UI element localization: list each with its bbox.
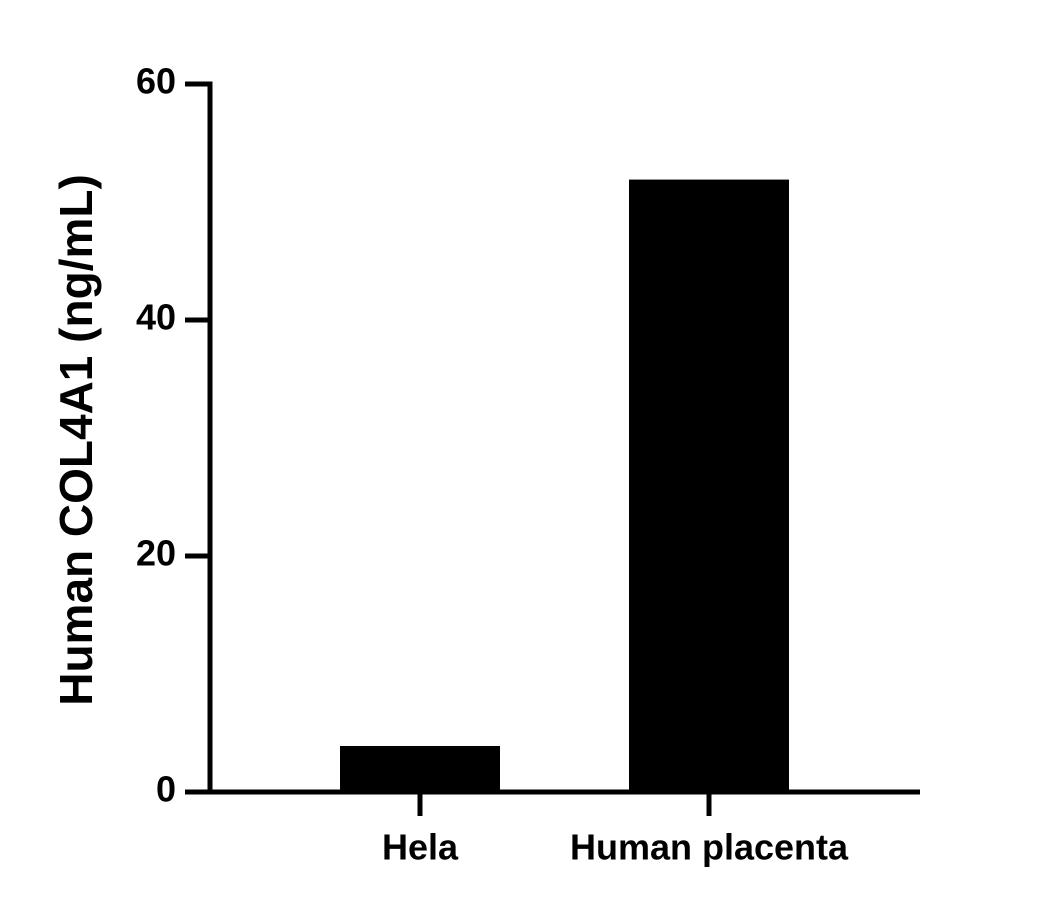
x-tick-label: Hela [382,827,459,868]
y-tick-label: 20 [136,533,176,574]
x-tick-label: Human placenta [570,827,849,868]
y-axis-label: Human COL4A1 (ng/mL) [50,174,102,706]
bar [629,179,789,792]
y-tick-label: 0 [156,769,176,810]
bar [340,745,500,792]
y-tick-label: 40 [136,297,176,338]
y-tick-label: 60 [136,61,176,102]
